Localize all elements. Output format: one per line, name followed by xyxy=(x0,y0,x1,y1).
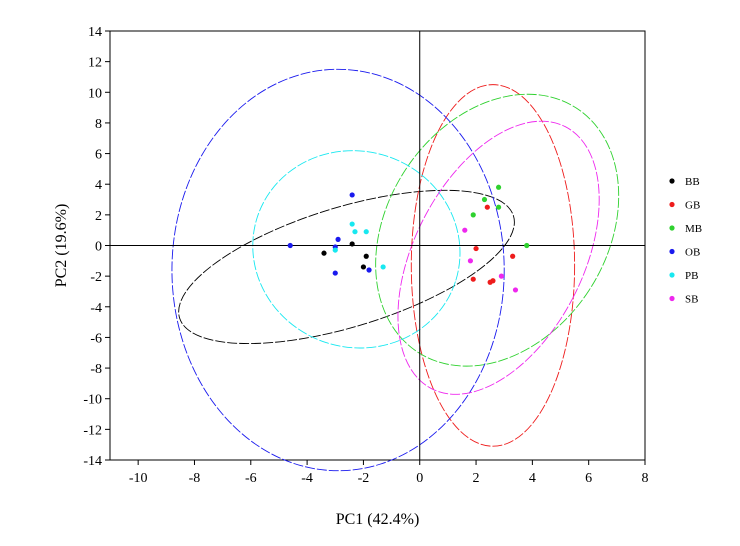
point-ob xyxy=(349,192,355,198)
point-mb xyxy=(470,212,476,218)
x-tick-label: -10 xyxy=(129,471,148,486)
legend-label-sb: SB xyxy=(685,294,698,306)
legend-marker-ob xyxy=(669,248,675,255)
y-tick-label: -8 xyxy=(90,362,102,377)
y-tick-label: -4 xyxy=(90,301,102,316)
point-pb xyxy=(363,229,369,235)
x-tick-label: 2 xyxy=(473,471,480,486)
legend-marker-pb xyxy=(669,272,675,278)
point-ob xyxy=(287,242,293,249)
point-pb xyxy=(332,247,338,253)
ellipse-sb xyxy=(397,120,600,395)
point-pb xyxy=(352,229,358,235)
y-tick-label: 6 xyxy=(95,148,102,163)
point-sb xyxy=(467,258,474,264)
point-bb xyxy=(363,253,369,259)
x-tick-label: 4 xyxy=(529,471,536,486)
legend-label-ob: OB xyxy=(685,247,700,259)
y-tick-label: 12 xyxy=(88,56,102,71)
ellipse-bb xyxy=(178,189,515,345)
legend-label-bb: BB xyxy=(685,176,700,188)
point-ob xyxy=(366,267,372,273)
legend-marker-sb xyxy=(669,295,675,302)
point-pb xyxy=(380,264,386,270)
x-tick-label: 0 xyxy=(416,471,423,486)
legend-label-mb: MB xyxy=(685,223,702,235)
y-tick-label: 8 xyxy=(95,117,102,132)
point-mb xyxy=(495,204,502,210)
y-tick-label: 2 xyxy=(95,209,102,224)
point-ob xyxy=(332,270,338,276)
point-sb xyxy=(498,273,504,279)
point-gb xyxy=(473,245,479,252)
x-axis-title: PC1 (42.4%) xyxy=(336,511,420,528)
ellipse-mb xyxy=(375,93,620,367)
x-tick-label: -2 xyxy=(358,471,370,486)
x-tick-label: -6 xyxy=(245,471,257,486)
y-tick-label: -12 xyxy=(83,423,102,438)
y-axis-ticks: -14 -12 -10 -8 -6 -4 -2 0 2 4 6 8 10 12 14 xyxy=(83,25,110,469)
point-bb xyxy=(321,250,327,256)
x-tick-label: -8 xyxy=(189,471,201,486)
point-gb xyxy=(487,279,493,285)
confidence-ellipses xyxy=(171,68,620,472)
y-tick-label: 4 xyxy=(95,178,102,193)
point-bb xyxy=(360,264,367,270)
x-tick-label: -4 xyxy=(301,471,313,486)
point-gb xyxy=(484,204,490,210)
ellipse-gb xyxy=(410,84,576,447)
ellipse-pb xyxy=(252,150,461,349)
legend-marker-mb xyxy=(669,225,675,231)
point-sb xyxy=(512,287,519,293)
data-points xyxy=(287,184,530,293)
x-tick-label: 8 xyxy=(642,471,649,486)
y-tick-label: -10 xyxy=(83,393,102,408)
y-tick-label: -6 xyxy=(90,331,102,346)
legend: BB GB MB OB PB SB xyxy=(669,176,702,306)
point-bb xyxy=(349,241,355,247)
x-tick-label: 6 xyxy=(585,471,592,486)
point-ob xyxy=(335,236,341,242)
point-gb xyxy=(470,276,476,282)
y-axis-title: PC2 (19.6%) xyxy=(53,204,70,288)
legend-label-gb: GB xyxy=(685,200,700,212)
y-tick-label: 14 xyxy=(88,25,102,40)
point-mb xyxy=(481,196,488,203)
x-axis-ticks: -10 -8 -6 -4 -2 0 2 4 6 8 xyxy=(129,460,649,486)
point-pb xyxy=(349,221,355,227)
legend-label-pb: PB xyxy=(685,270,698,282)
point-sb xyxy=(462,227,468,233)
y-tick-label: -2 xyxy=(90,270,102,285)
y-tick-label: 0 xyxy=(95,240,102,255)
point-gb xyxy=(510,253,516,259)
y-tick-label: 10 xyxy=(88,86,102,101)
point-mb xyxy=(495,184,502,190)
legend-marker-gb xyxy=(669,201,675,208)
zero-lines xyxy=(110,31,645,460)
legend-marker-bb xyxy=(669,178,675,184)
point-mb xyxy=(524,242,530,249)
ellipse-ob xyxy=(171,68,505,472)
y-tick-label: -14 xyxy=(83,454,102,469)
